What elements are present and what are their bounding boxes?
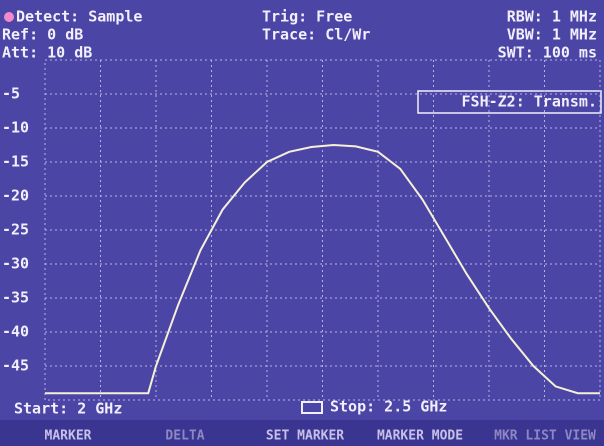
softkey-label[interactable]: DELTA (165, 429, 204, 444)
y-tick-label: -25 (2, 221, 29, 239)
softkey-label[interactable]: MARKER (45, 429, 92, 444)
softkey-label[interactable]: SET MARKER (266, 429, 344, 444)
status-text: Trace: Cl/Wr (262, 26, 370, 44)
y-tick-label: -20 (2, 187, 29, 205)
screen-background (0, 0, 604, 446)
status-text: FSH-Z2: Transm. (462, 93, 597, 111)
status-text: Detect: Sample (16, 8, 142, 26)
softkey-label[interactable]: MARKER MODE (377, 429, 463, 444)
status-text: Stop: 2.5 GHz (330, 398, 447, 416)
status-text: Att: 10 dB (2, 44, 92, 62)
detector-indicator (4, 12, 14, 22)
status-text: Ref: 0 dB (2, 26, 83, 44)
y-tick-label: -40 (2, 323, 29, 341)
y-tick-label: -15 (2, 153, 29, 171)
softkey-label[interactable]: MKR LIST VIEW (494, 429, 596, 444)
status-text: SWT: 100 ms (498, 44, 597, 62)
y-tick-label: -35 (2, 289, 29, 307)
analyzer-screen: -5 -10 -15 -20 -25 -30 -35 -40 -45 Detect: Sample… (0, 0, 604, 446)
status-text: VBW: 1 MHz (507, 26, 597, 44)
y-tick-label: -45 (2, 357, 29, 375)
y-tick-label: -30 (2, 255, 29, 273)
status-text: Start: 2 GHz (14, 400, 122, 418)
y-tick-label: -5 (2, 85, 20, 103)
y-tick-label: -10 (2, 119, 29, 137)
status-text: Trig: Free (262, 8, 352, 26)
status-text: RBW: 1 MHz (507, 8, 597, 26)
